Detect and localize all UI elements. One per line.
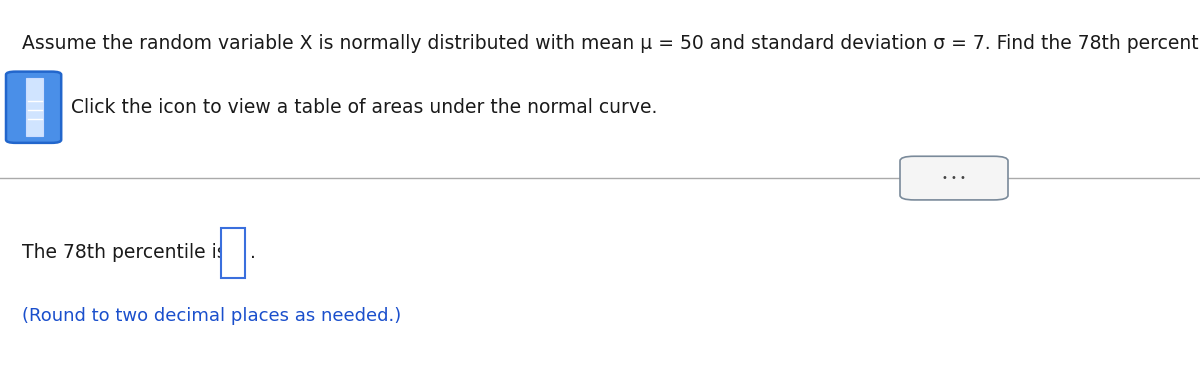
Text: .: . [250, 243, 256, 262]
Text: Click the icon to view a table of areas under the normal curve.: Click the icon to view a table of areas … [71, 98, 658, 117]
FancyBboxPatch shape [26, 78, 43, 136]
FancyBboxPatch shape [6, 72, 61, 143]
Text: • • •: • • • [942, 173, 966, 183]
FancyBboxPatch shape [900, 156, 1008, 200]
Text: (Round to two decimal places as needed.): (Round to two decimal places as needed.) [22, 307, 401, 325]
Text: The 78th percentile is: The 78th percentile is [22, 243, 233, 262]
FancyBboxPatch shape [221, 228, 245, 278]
Text: Assume the random variable X is normally distributed with mean μ = 50 and standa: Assume the random variable X is normally… [22, 34, 1200, 54]
